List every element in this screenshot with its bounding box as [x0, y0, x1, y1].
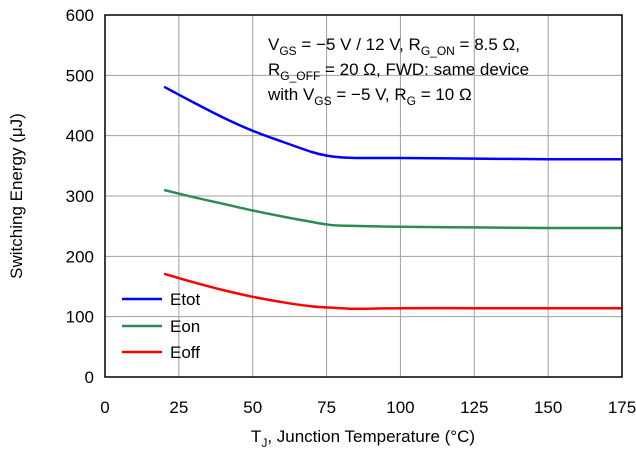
annotation-line-2: RG_OFF = 20 Ω, FWD: same device [268, 60, 529, 83]
y-tick-label: 100 [66, 308, 94, 327]
series-group [163, 85, 623, 311]
legend-label-eoff: Eoff [170, 343, 200, 362]
series-line-etot [163, 85, 623, 161]
annotation-line-3: with VGS = −5 V, RG = 10 Ω [267, 85, 472, 108]
plot-frame [104, 14, 623, 378]
x-tick-label: 25 [169, 398, 188, 417]
legend: Etot Eon Eoff [122, 290, 201, 362]
y-axis-label: Switching Energy (μJ) [7, 113, 26, 279]
legend-label-eon: Eon [170, 317, 200, 336]
y-tick-label: 600 [66, 6, 94, 25]
series-line-eoff [163, 272, 622, 311]
y-tick-label: 400 [66, 127, 94, 146]
x-tick-label: 75 [317, 398, 336, 417]
x-tick-label: 0 [100, 398, 109, 417]
y-tick-labels: 0 100 200 300 400 500 600 [66, 6, 94, 387]
y-tick-label: 500 [66, 66, 94, 85]
series-line-eon [163, 188, 623, 230]
legend-label-etot: Etot [170, 290, 201, 309]
x-axis-label: TJ, Junction Temperature (°C) [251, 427, 475, 450]
x-tick-label: 50 [243, 398, 262, 417]
annotation-line-1: VGS = −5 V / 12 V, RG_ON = 8.5 Ω, [268, 35, 520, 58]
x-tick-labels: 0 25 50 75 100 125 150 175 [100, 398, 636, 417]
y-tick-label: 0 [85, 368, 94, 387]
x-tick-label: 125 [460, 398, 488, 417]
x-tick-label: 150 [534, 398, 562, 417]
y-tick-label: 200 [66, 247, 94, 266]
y-tick-label: 300 [66, 187, 94, 206]
x-tick-label: 100 [386, 398, 414, 417]
conditions-annotation: VGS = −5 V / 12 V, RG_ON = 8.5 Ω, RG_OFF… [267, 35, 529, 108]
x-tick-label: 175 [608, 398, 636, 417]
